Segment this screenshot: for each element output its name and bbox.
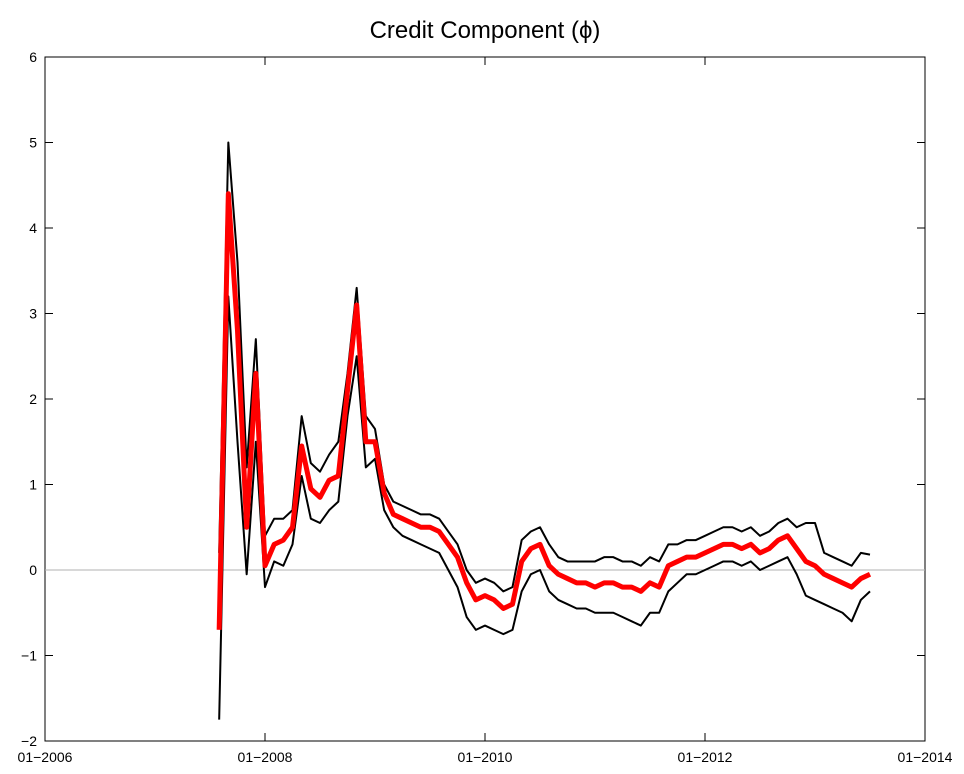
series-line	[218, 141, 871, 593]
series-line	[218, 295, 871, 720]
chart-title: Credit Component (ϕ)	[370, 17, 601, 44]
y-tick-label: 4	[29, 220, 37, 236]
x-tick-label: 01−2014	[898, 749, 953, 765]
x-tick-label: 01−2006	[18, 749, 73, 765]
y-tick-label: 1	[29, 477, 37, 493]
y-tick-label: −2	[21, 733, 37, 749]
x-tick-label: 01−2010	[458, 749, 513, 765]
series-line	[216, 191, 872, 630]
plot-frame	[44, 56, 926, 742]
y-tick-label: 6	[29, 49, 37, 65]
x-tick-label: 01−2012	[678, 749, 733, 765]
y-tick-label: 2	[29, 391, 37, 407]
y-tick-label: 0	[29, 562, 37, 578]
y-tick-label: −1	[21, 648, 37, 664]
y-tick-label: 3	[29, 306, 37, 322]
y-tick-label: 5	[29, 135, 37, 151]
x-tick-label: 01−2008	[238, 749, 293, 765]
